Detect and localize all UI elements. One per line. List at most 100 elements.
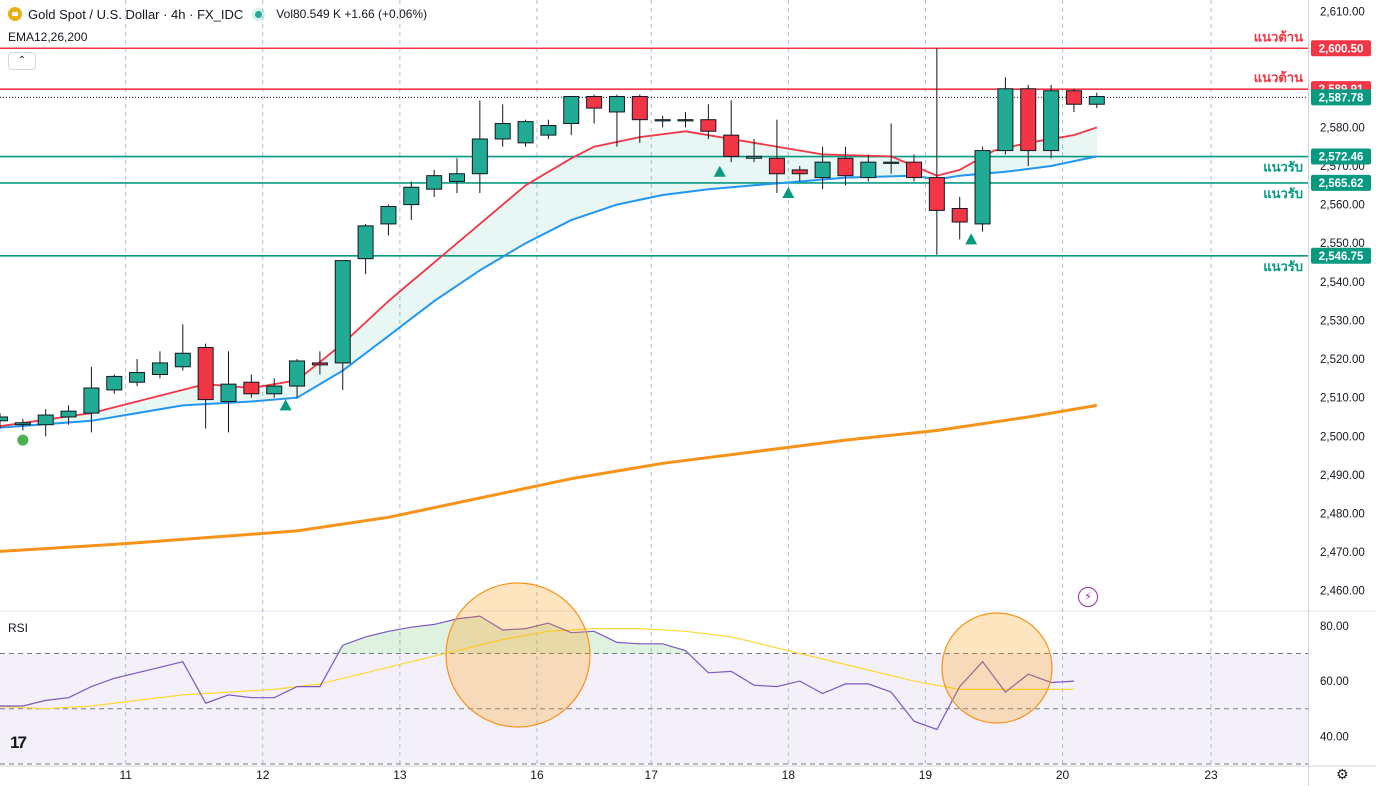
candle bbox=[426, 169, 443, 197]
rsi-tick-label: 80.00 bbox=[1320, 621, 1349, 633]
candle bbox=[906, 154, 922, 182]
support-label: แนวรับ bbox=[1263, 187, 1303, 202]
candle-body bbox=[1020, 88, 1037, 152]
candle-body bbox=[357, 225, 374, 260]
time-tick-label[interactable]: 11 bbox=[119, 768, 132, 782]
candle bbox=[129, 359, 146, 387]
candle bbox=[197, 343, 214, 429]
price-tick-label: 2,550.00 bbox=[1320, 238, 1365, 250]
candle-body bbox=[517, 121, 534, 144]
candle bbox=[174, 324, 191, 371]
candle-body bbox=[220, 383, 237, 403]
time-tick-label[interactable]: 13 bbox=[393, 768, 407, 782]
candle-body bbox=[197, 346, 214, 401]
price-tag-label: 2,565.62 bbox=[1319, 178, 1364, 190]
rsi-label[interactable]: RSI bbox=[8, 621, 29, 635]
candle-body bbox=[814, 161, 831, 179]
price-tag-label: 2,600.50 bbox=[1319, 43, 1364, 55]
candle bbox=[700, 104, 717, 139]
candle bbox=[266, 378, 283, 398]
price-tick-label: 2,540.00 bbox=[1320, 277, 1365, 289]
gold-coin-icon bbox=[8, 7, 22, 21]
candle bbox=[37, 409, 54, 437]
candle bbox=[631, 94, 648, 143]
price-tag-bg bbox=[1311, 247, 1371, 264]
market-open-dot-icon bbox=[255, 10, 263, 18]
candle-body bbox=[608, 96, 625, 113]
candle-body bbox=[540, 124, 557, 136]
candle-body bbox=[151, 362, 168, 375]
candle-body bbox=[471, 138, 488, 175]
candle-body bbox=[0, 416, 8, 422]
candle bbox=[586, 94, 603, 124]
candle bbox=[1088, 92, 1105, 109]
buy-signal-marker bbox=[279, 399, 292, 411]
price-tag-label: 2,572.46 bbox=[1319, 152, 1364, 164]
candle bbox=[220, 351, 237, 433]
time-tick-label[interactable]: 18 bbox=[782, 768, 796, 782]
candle bbox=[768, 119, 785, 194]
candle-body bbox=[974, 150, 991, 225]
candle bbox=[563, 96, 580, 136]
settings-icon[interactable]: ⚙ bbox=[1336, 766, 1349, 782]
last-price-tag: 2,587.78 bbox=[1319, 92, 1364, 104]
candle bbox=[151, 351, 168, 379]
candle bbox=[106, 374, 123, 394]
candle-body bbox=[129, 372, 146, 383]
candle bbox=[608, 94, 625, 147]
candle-body bbox=[586, 96, 603, 109]
price-tag-bg bbox=[1311, 148, 1371, 165]
candle-body bbox=[174, 352, 191, 368]
candle-body bbox=[266, 385, 283, 395]
candle bbox=[449, 158, 465, 194]
resistance-label: แนวต้าน bbox=[1254, 29, 1303, 45]
price-tag-bg bbox=[1311, 40, 1371, 57]
candle bbox=[83, 366, 100, 433]
support-label: แนวรับ bbox=[1263, 260, 1303, 275]
time-tick-label[interactable]: 23 bbox=[1204, 768, 1218, 782]
candle bbox=[403, 181, 420, 221]
signal-dot bbox=[17, 434, 29, 446]
highlight-circle bbox=[941, 612, 1053, 724]
candle-body bbox=[791, 169, 808, 175]
buy-signal-marker bbox=[713, 165, 726, 177]
candle bbox=[928, 48, 945, 255]
collapse-indicators-button[interactable]: ⌃ bbox=[8, 52, 36, 70]
candle-body bbox=[700, 119, 717, 132]
volume-readout: Vol80.549 K +1.66 (+0.06%) bbox=[276, 7, 428, 21]
price-tick-label: 2,500.00 bbox=[1320, 431, 1365, 443]
time-tick-label[interactable]: 16 bbox=[530, 768, 544, 782]
time-tick-label[interactable]: 12 bbox=[256, 768, 270, 782]
candle-body bbox=[380, 206, 397, 225]
candle-body bbox=[631, 96, 648, 121]
price-tick-label: 2,460.00 bbox=[1320, 586, 1365, 598]
tradingview-logo[interactable]: 17 bbox=[10, 733, 27, 752]
candle-body bbox=[494, 123, 511, 140]
candle-body bbox=[243, 381, 260, 395]
rsi-ma-line bbox=[0, 628, 1074, 710]
candle bbox=[997, 77, 1014, 155]
candle bbox=[837, 146, 854, 186]
candle-body bbox=[746, 155, 763, 159]
lightning-icon[interactable]: ⚡ bbox=[1078, 587, 1098, 607]
candle-body bbox=[928, 177, 945, 211]
candle bbox=[951, 196, 968, 240]
candle-body bbox=[677, 119, 694, 122]
indicator-label[interactable]: EMA12,26,200 bbox=[8, 30, 88, 44]
candle bbox=[471, 100, 488, 194]
candle-body bbox=[997, 88, 1014, 152]
candle bbox=[289, 359, 306, 398]
candle bbox=[357, 223, 374, 275]
candle bbox=[517, 119, 534, 147]
time-tick-label[interactable]: 20 bbox=[1056, 768, 1070, 782]
candle-body bbox=[1088, 96, 1105, 105]
price-tick-label: 2,520.00 bbox=[1320, 354, 1365, 366]
price-tag-label: 2,546.75 bbox=[1319, 251, 1364, 263]
time-tick-label[interactable]: 17 bbox=[645, 768, 659, 782]
candle bbox=[860, 154, 877, 182]
candle bbox=[974, 146, 991, 232]
time-tick-label[interactable]: 19 bbox=[919, 768, 933, 782]
candle bbox=[243, 374, 260, 398]
symbol-title[interactable]: Gold Spot / U.S. Dollar · 4h · FX_IDC bbox=[28, 6, 244, 22]
